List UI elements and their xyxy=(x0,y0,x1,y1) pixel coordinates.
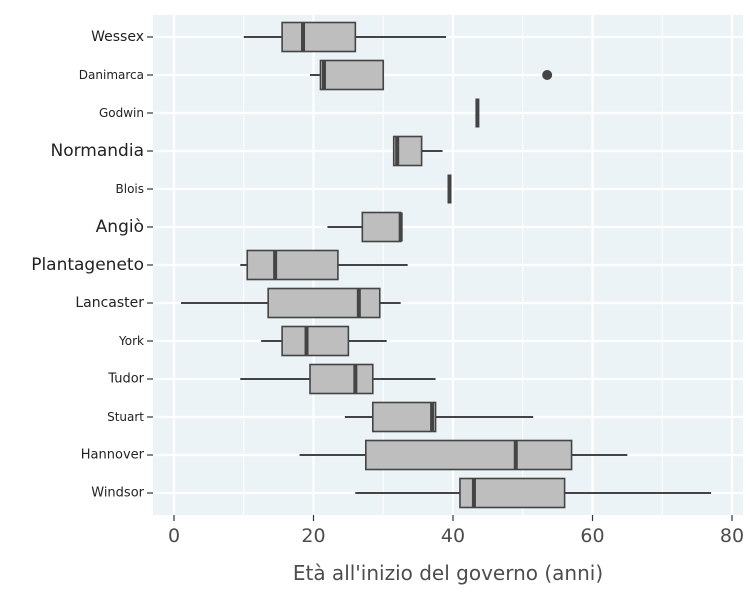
y-tick-label: Angiò xyxy=(96,217,144,237)
y-tick-label: Godwin xyxy=(99,106,144,120)
box-angi- xyxy=(361,211,402,243)
x-axis-title: Età all'inizio del governo (anni) xyxy=(293,561,603,585)
y-tick-label: York xyxy=(118,334,144,348)
outlier-danimarca xyxy=(542,70,553,80)
box-windsor xyxy=(459,477,566,509)
y-tick-label: Blois xyxy=(116,182,145,196)
x-tick-label: 60 xyxy=(580,525,604,547)
box-stuart xyxy=(371,401,437,433)
box-plantageneto xyxy=(246,249,339,281)
box-lancaster xyxy=(267,287,381,319)
y-tick-label: Tudor xyxy=(107,372,144,387)
y-tick-label: Normandia xyxy=(51,141,145,161)
box-tudor xyxy=(309,363,374,395)
y-tick-label: Danimarca xyxy=(79,68,144,82)
box-hannover xyxy=(365,439,573,471)
x-tick-label: 80 xyxy=(720,525,744,547)
x-tick-label: 20 xyxy=(301,525,325,547)
y-tick-label: Lancaster xyxy=(75,295,144,311)
y-tick-label: Windsor xyxy=(91,486,144,501)
box-danimarca xyxy=(319,59,385,91)
y-tick-label: Plantageneto xyxy=(31,255,144,275)
y-tick-label: Stuart xyxy=(107,410,144,424)
box-wessex xyxy=(281,21,357,53)
y-tick-label: Hannover xyxy=(81,448,145,463)
x-tick-label: 40 xyxy=(441,525,465,547)
box-york xyxy=(281,325,350,357)
x-tick-label: 0 xyxy=(168,525,180,547)
y-tick-label: Wessex xyxy=(91,29,144,45)
